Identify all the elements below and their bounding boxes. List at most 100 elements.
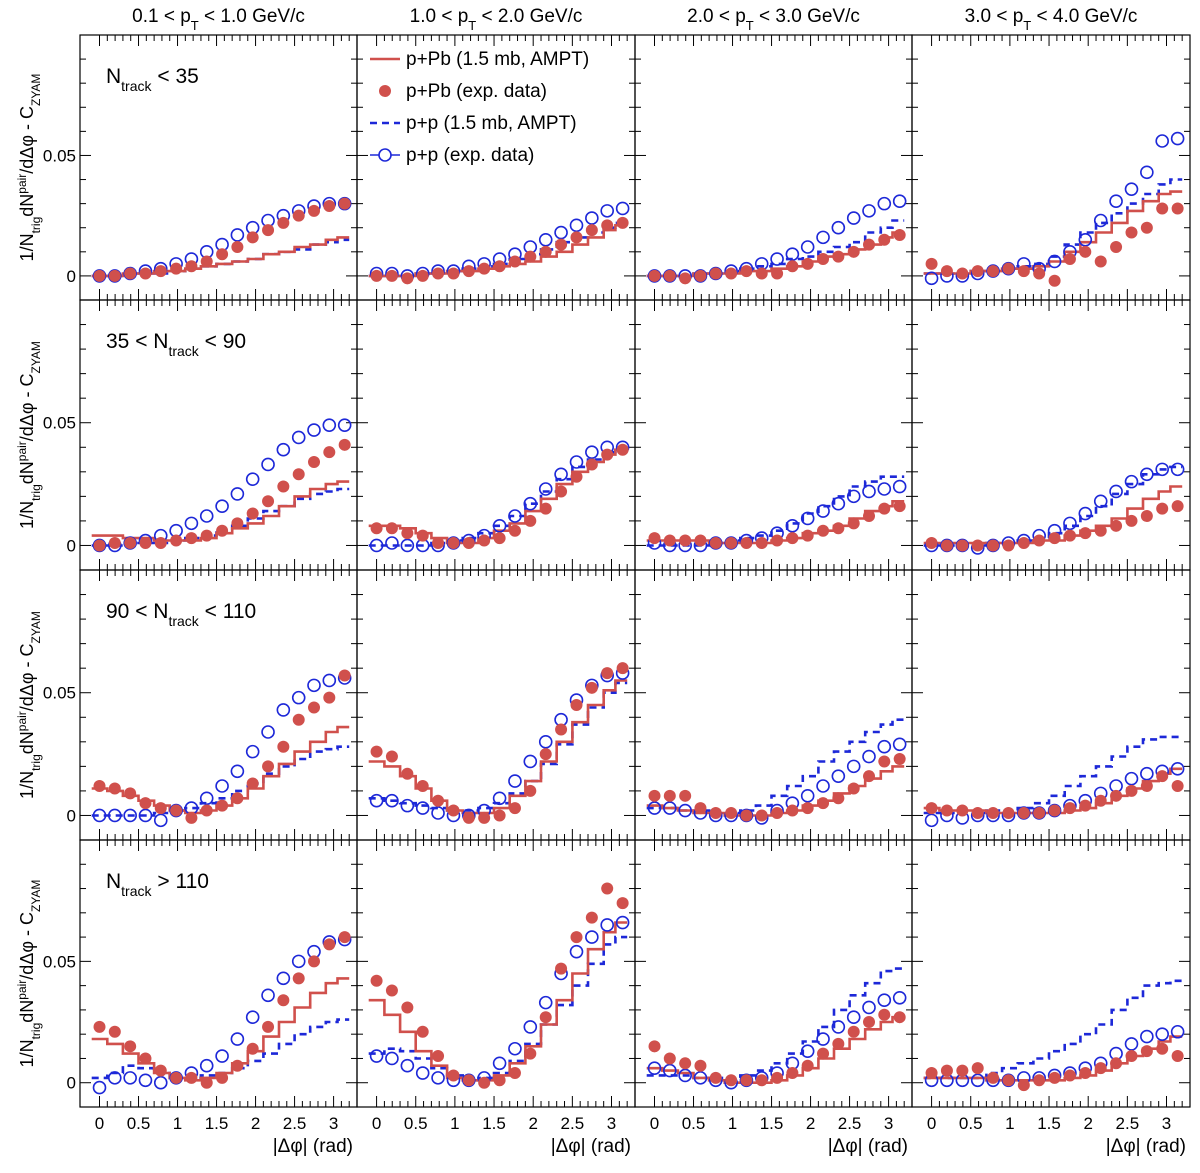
x-tick-label: 1.5 — [482, 1114, 506, 1133]
y-axis-title-b: dN — [17, 461, 37, 484]
ppb-data-point — [539, 245, 552, 258]
ppb-data-point — [1125, 514, 1138, 527]
ppb-data-point — [93, 539, 106, 552]
pp-data-point — [400, 1058, 415, 1073]
ppb-data-point — [1094, 1062, 1107, 1075]
x-tick-label: 3 — [884, 1114, 893, 1133]
pp-data-point — [1155, 462, 1169, 477]
panel-series-r2-c1 — [368, 662, 630, 824]
pp-data-point — [385, 1051, 399, 1066]
ppb-data-point — [616, 662, 629, 675]
series-pp-ampt-line — [646, 718, 905, 815]
y-axis-title-c: /dΔφ - C — [17, 374, 37, 442]
ppb-data-point — [956, 804, 969, 817]
ppb-data-point — [185, 260, 198, 273]
ppb-data-point — [694, 1059, 707, 1072]
y-axis-title-b: dN — [17, 731, 37, 754]
ppb-data-point — [679, 789, 692, 802]
panel-series-r0-c2 — [646, 194, 907, 285]
pp-data-point — [800, 1044, 815, 1058]
ppb-data-point — [216, 524, 229, 537]
ppb-data-point — [292, 468, 305, 481]
ppb-data-point — [385, 750, 398, 763]
x-tick-label: 2 — [251, 1114, 260, 1133]
ppb-data-point — [462, 537, 475, 549]
ppb-data-point — [1033, 534, 1046, 547]
x-tick-label: 1.5 — [760, 1114, 784, 1133]
ppb-data-point — [925, 257, 938, 270]
pp-data-point — [400, 798, 415, 813]
pp-data-point — [245, 1010, 260, 1024]
y-tick-label: 0 — [67, 536, 76, 555]
pp-data-point — [1155, 1027, 1169, 1041]
ppb-data-point — [925, 802, 938, 815]
ppb-data-point — [338, 438, 351, 451]
row-label-1: 35 < Ntrack < 90 — [106, 330, 246, 359]
series-pp-ampt-line — [368, 681, 628, 812]
ppb-data-point — [262, 760, 275, 773]
x-tick-label: 0.5 — [682, 1114, 706, 1133]
ppb-data-point — [370, 269, 383, 282]
pp-data-point — [276, 971, 291, 986]
ppb-data-point — [124, 537, 137, 549]
panel-frame — [911, 569, 1191, 841]
panel-frame — [79, 34, 358, 301]
ppb-data-point — [679, 1057, 692, 1070]
ppb-data-point — [1094, 524, 1107, 537]
legend-item-2: p+p (1.5 mb, AMPT) — [370, 113, 577, 134]
ppb-data-point — [323, 691, 336, 704]
ppb-data-point — [1125, 1050, 1138, 1063]
ppb-data-point — [771, 534, 784, 547]
ppb-data-point — [1110, 1057, 1123, 1070]
ppb-data-point — [771, 1071, 784, 1084]
pp-data-point — [123, 808, 137, 823]
pp-data-point — [230, 1032, 245, 1046]
pp-data-point — [1093, 494, 1108, 509]
row-label-2-pre: 90 < N — [106, 600, 168, 623]
ppb-data-point — [416, 1025, 429, 1038]
ppb-data-point — [139, 1052, 152, 1065]
ppb-data-point — [1048, 532, 1061, 545]
pp-data-point — [538, 482, 553, 496]
panel-r1-c2 — [634, 299, 913, 571]
panel-frame — [634, 839, 913, 1108]
y-axis-title-a_sub: trig — [29, 1023, 43, 1040]
pp-data-point — [663, 801, 677, 815]
pp-data-point — [678, 1068, 692, 1083]
legend-open-circle-icon — [378, 148, 392, 162]
ppb-data-point — [246, 231, 259, 244]
ppb-data-point — [971, 539, 984, 552]
pp-data-point — [862, 484, 876, 499]
x-tick-label: 0.5 — [127, 1114, 151, 1133]
pp-data-point — [415, 801, 430, 815]
ppb-data-point — [893, 228, 906, 241]
pp-data-point — [1140, 467, 1154, 482]
pp-data-point — [554, 467, 568, 482]
ppb-data-point — [462, 811, 475, 824]
pp-data-point — [385, 793, 399, 808]
ppb-data-point — [154, 1064, 167, 1077]
y-tick-label: 0.05 — [43, 952, 76, 971]
ppb-data-point — [585, 911, 598, 924]
x-tick-label: 1 — [1005, 1114, 1014, 1133]
ppb-data-point — [1079, 245, 1092, 258]
ppb-data-point — [370, 522, 383, 535]
ppb-data-point — [1156, 1042, 1169, 1055]
ppb-data-point — [863, 510, 876, 522]
panel-series-r1-c2 — [646, 475, 907, 553]
pp-data-point — [924, 813, 939, 828]
ppb-data-point — [200, 804, 213, 817]
column-header-2-sub: T — [746, 18, 754, 33]
series-pp-ampt-line — [923, 735, 1183, 815]
pp-data-point — [230, 764, 245, 779]
ppb-data-point — [447, 267, 460, 280]
ppb-data-point — [832, 250, 845, 263]
pp-data-point — [108, 808, 122, 823]
legend-label: p+p (1.5 mb, AMPT) — [406, 113, 577, 134]
pp-data-point — [1078, 506, 1093, 521]
ppb-data-point — [601, 219, 614, 232]
ppb-data-point — [725, 807, 738, 819]
pp-data-point — [369, 793, 384, 808]
ppb-data-point — [648, 1040, 661, 1053]
ppb-data-point — [940, 1064, 953, 1077]
